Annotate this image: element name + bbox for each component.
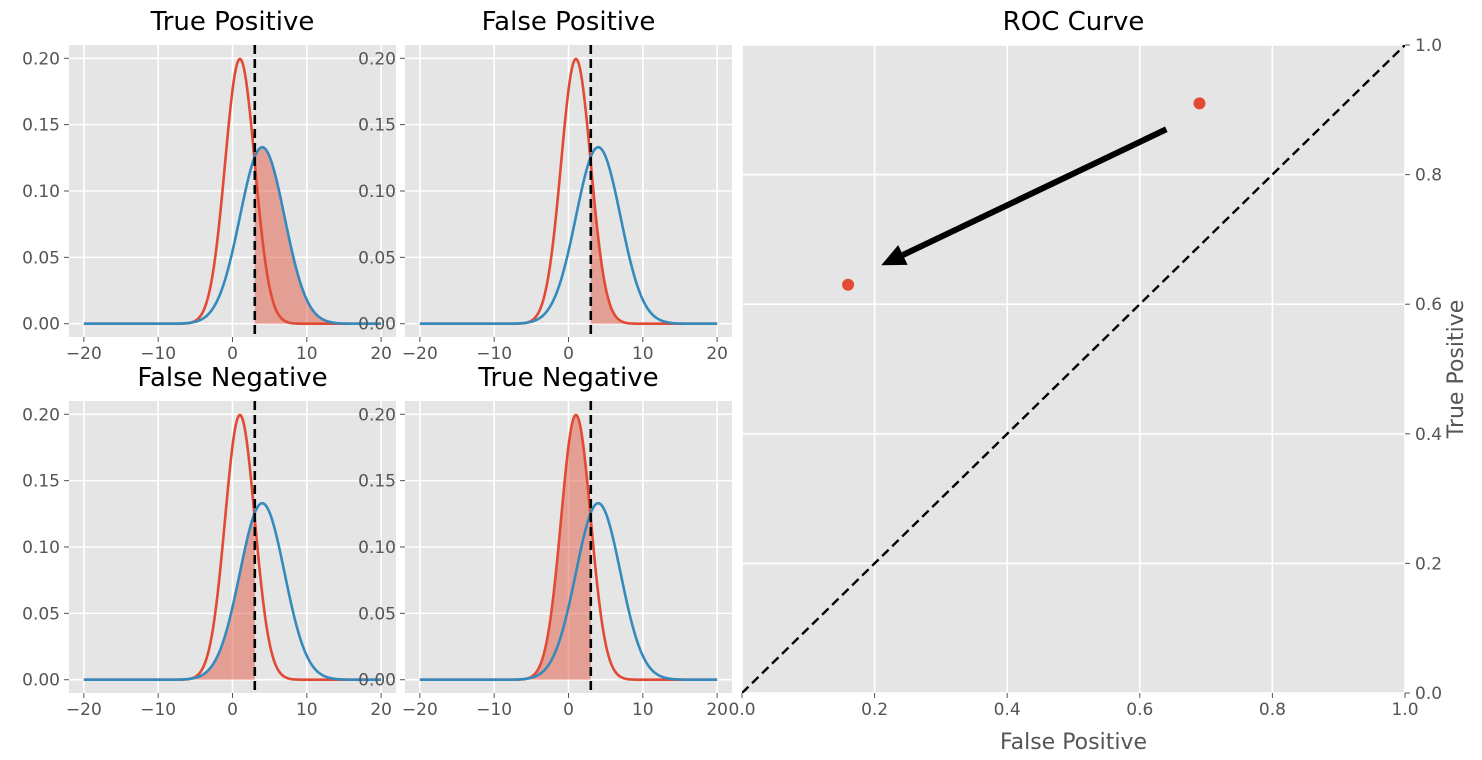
x-tick-label: −20: [66, 344, 102, 364]
y-tick-label: 0.20: [358, 405, 396, 425]
y-tick-label: 0.10: [358, 182, 396, 202]
x-axis-label: False Positive: [1000, 730, 1147, 755]
shaded-area: [590, 163, 718, 324]
x-tick-label: 0.8: [1259, 700, 1286, 720]
panel-true-negative: −20 −10 0 10 20 0.00 0.05 0.10 0.15 0.20 True Nega…: [358, 363, 732, 720]
y-tick-label: 0.00: [358, 315, 396, 335]
panel-true-positive: −20 −10 0 10 20 0.00 0.05 0.10 0.15 0.20 True Posi…: [22, 7, 396, 364]
x-tick-label: −20: [66, 700, 102, 720]
y-tick-label: 0.15: [22, 116, 60, 136]
x-tick-label: 10: [632, 700, 654, 720]
diagonal-line: [742, 45, 1405, 693]
x-tick-label: 0: [227, 700, 238, 720]
y-tick-label: 0.05: [22, 604, 60, 624]
plot-area: [83, 401, 382, 693]
y-tick-label: 0.10: [22, 538, 60, 558]
x-tick-label: 0: [563, 700, 574, 720]
x-tick-label: 10: [296, 700, 318, 720]
x-tick-label: 0.4: [994, 700, 1021, 720]
panel-title: False Negative: [137, 363, 327, 393]
arrow-head: [881, 245, 908, 266]
y-tick-label: 0.2: [1415, 554, 1442, 574]
y-tick-label: 0.05: [358, 248, 396, 268]
panel-title: False Positive: [482, 7, 656, 37]
density-curve-1: [419, 145, 718, 326]
x-tick-label: −20: [402, 344, 438, 364]
y-tick-label: 0.00: [22, 315, 60, 335]
plot-area: [419, 45, 718, 337]
y-tick-label: 0.20: [22, 49, 60, 69]
y-tick-label: 0.4: [1415, 425, 1442, 445]
y-tick-label: 0.05: [358, 604, 396, 624]
x-tick-label: 20: [706, 700, 728, 720]
panel-title: True Negative: [477, 363, 658, 393]
y-tick-label: 0.10: [358, 538, 396, 558]
y-tick-label: 0.15: [358, 472, 396, 492]
x-tick-label: 10: [296, 344, 318, 364]
y-tick-label: 0.10: [22, 182, 60, 202]
x-tick-label: 10: [632, 344, 654, 364]
y-tick-label: 0.0: [1415, 684, 1442, 704]
x-tick-label: 0.0: [728, 700, 755, 720]
panel-false-positive: −20 −10 0 10 20 0.00 0.05 0.10 0.15 0.20 False Pos…: [358, 7, 732, 364]
x-tick-label: −10: [140, 700, 176, 720]
plot-area: [83, 45, 382, 337]
y-tick-label: 0.15: [22, 472, 60, 492]
x-tick-label: 0.2: [861, 700, 888, 720]
y-tick-label: 0.6: [1415, 295, 1442, 315]
x-tick-label: −10: [476, 700, 512, 720]
arrow-shaft: [901, 126, 1168, 258]
density-curve-1: [419, 501, 718, 682]
panel-roc: 0.0 0.2 0.4 0.6 0.8 1.00.00.20.40.60.81.0ROC …: [728, 7, 1469, 755]
x-tick-label: 0: [227, 344, 238, 364]
shaded-area: [83, 512, 255, 680]
y-tick-label: 0.00: [22, 671, 60, 691]
y-tick-label: 0.00: [358, 671, 396, 691]
y-tick-label: 1.0: [1415, 36, 1442, 56]
y-tick-label: 0.20: [22, 405, 60, 425]
x-tick-label: 0: [563, 344, 574, 364]
x-tick-label: 0.6: [1126, 700, 1153, 720]
y-axis-label: True Positive: [1444, 300, 1469, 440]
panel-false-negative: −20 −10 0 10 20 0.00 0.05 0.10 0.15 0.20 False Neg…: [22, 363, 396, 720]
y-tick-label: 0.8: [1415, 166, 1442, 186]
density-curve-1: [83, 145, 382, 326]
x-tick-label: −10: [140, 344, 176, 364]
y-tick-label: 0.05: [22, 248, 60, 268]
x-tick-label: 20: [370, 344, 392, 364]
shaded-area: [419, 415, 591, 680]
x-tick-label: 20: [706, 344, 728, 364]
y-tick-label: 0.20: [358, 49, 396, 69]
panel-title: ROC Curve: [1003, 7, 1145, 37]
panel-title: True Positive: [150, 7, 315, 37]
plot-area: [742, 45, 1405, 693]
shaded-area: [254, 147, 382, 324]
x-tick-label: −10: [476, 344, 512, 364]
plot-area: [419, 401, 718, 693]
x-tick-label: 20: [370, 700, 392, 720]
x-tick-label: −20: [402, 700, 438, 720]
density-curve-1: [83, 501, 382, 682]
y-tick-label: 0.15: [358, 116, 396, 136]
roc-point-0: [842, 278, 855, 291]
roc-point-1: [1193, 97, 1206, 110]
x-tick-label: 1.0: [1391, 700, 1418, 720]
